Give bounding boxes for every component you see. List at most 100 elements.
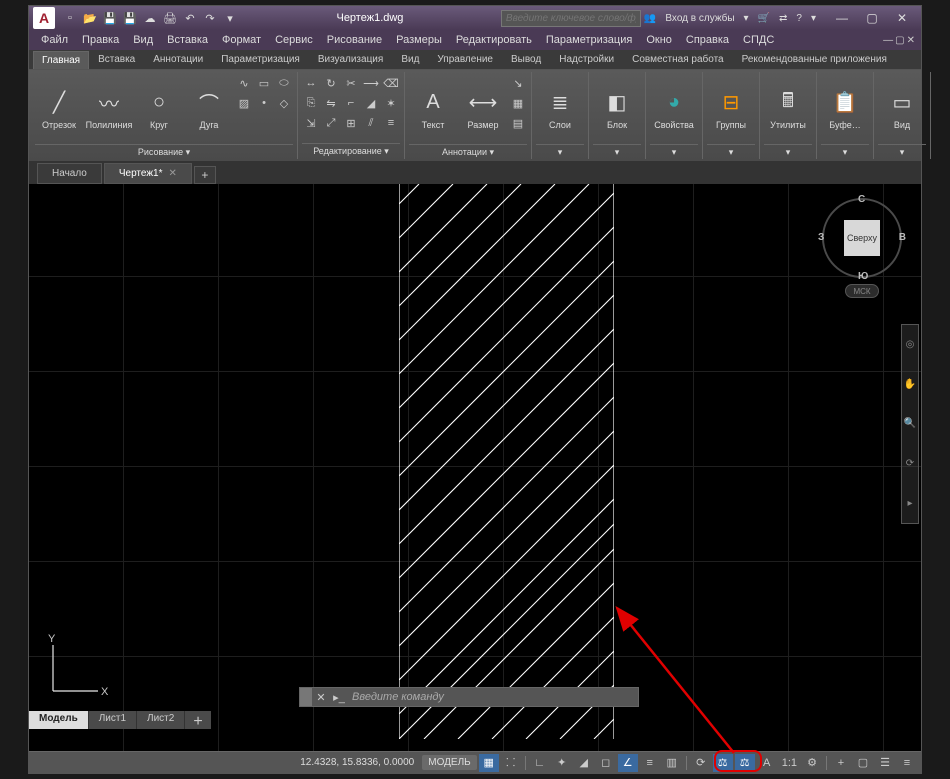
menu-format[interactable]: Формат [216, 32, 267, 48]
text-button[interactable]: AТекст [409, 74, 457, 144]
nav-wheel-icon[interactable]: ◎ [903, 338, 917, 352]
login-link[interactable]: Вход в службы [662, 13, 737, 24]
cart-icon[interactable]: 🛒 [755, 13, 773, 24]
panel-edit-title[interactable]: Редактирование ▾ [302, 143, 400, 157]
ribbon-tab-home[interactable]: Главная [33, 51, 89, 69]
sb-max-icon[interactable]: + [831, 754, 851, 772]
login-dropdown-icon[interactable]: ▾ [741, 13, 752, 24]
sb-osnap-icon[interactable]: ◻ [596, 754, 616, 772]
arc-button[interactable]: ⌒Дуга [185, 74, 233, 144]
viewcube[interactable]: Сверху С Ю В З МСК [817, 198, 907, 298]
nav-showmotion-icon[interactable]: ▸ [903, 496, 917, 510]
sb-customize-icon[interactable]: ☰ [875, 754, 895, 772]
cmd-close-icon[interactable]: ✕ [312, 691, 330, 704]
menu-dims[interactable]: Размеры [390, 32, 448, 48]
offset-icon[interactable]: ⫽ [362, 114, 380, 132]
viewcube-north[interactable]: С [858, 194, 865, 205]
panel-clip-title[interactable]: ▾ [821, 144, 869, 158]
ribbon-tab-featured[interactable]: Рекомендованные приложения [733, 50, 896, 69]
qat-open-icon[interactable]: 📂 [81, 9, 99, 27]
viewcube-west[interactable]: З [818, 232, 824, 243]
polyline-button[interactable]: 〰Полилиния [85, 74, 133, 144]
sb-scale-label[interactable]: 1:1 [779, 754, 800, 772]
viewcube-east[interactable]: В [899, 232, 906, 243]
qat-print-icon[interactable]: 🖨 [161, 9, 179, 27]
stretch-icon[interactable]: ⇲ [302, 114, 320, 132]
clip-button[interactable]: 📋Буфе… [821, 74, 869, 144]
app-logo[interactable]: A [33, 7, 55, 29]
menu-parametric[interactable]: Параметризация [540, 32, 638, 48]
ribbon-tab-anno[interactable]: Аннотации [144, 50, 212, 69]
view-button[interactable]: ▭Вид [878, 74, 926, 144]
maximize-button[interactable]: ▢ [857, 8, 887, 28]
doc-add-button[interactable]: + [194, 166, 216, 184]
menu-spds[interactable]: СПДС [737, 32, 780, 48]
viewcube-south[interactable]: Ю [858, 271, 868, 282]
point-icon[interactable]: • [255, 94, 273, 112]
sb-cycling-icon[interactable]: ⟳ [691, 754, 711, 772]
sb-trans-icon[interactable]: ▥ [662, 754, 682, 772]
share-icon[interactable]: ⇄ [776, 13, 790, 24]
layout-tab-sheet1[interactable]: Лист1 [89, 711, 137, 729]
ellipse-icon[interactable]: ⬭ [275, 74, 293, 92]
help-dropdown-icon[interactable]: ▾ [808, 13, 819, 24]
layout-tab-sheet2[interactable]: Лист2 [137, 711, 185, 729]
panel-groups-title[interactable]: ▾ [707, 144, 755, 158]
qat-saveas-icon[interactable]: 💾 [121, 9, 139, 27]
menu-modify[interactable]: Редактировать [450, 32, 538, 48]
viewcube-face-top[interactable]: Сверху [844, 220, 880, 256]
menu-insert[interactable]: Вставка [161, 32, 214, 48]
sb-iso-icon[interactable]: ◢ [574, 754, 594, 772]
ribbon-tab-insert[interactable]: Вставка [89, 50, 144, 69]
trim-icon[interactable]: ✂ [342, 74, 360, 92]
status-model-pill[interactable]: МОДЕЛЬ [422, 755, 476, 770]
extend-icon[interactable]: ⟶ [362, 74, 380, 92]
menu-edit[interactable]: Правка [76, 32, 125, 48]
qat-redo-icon[interactable]: ↷ [201, 9, 219, 27]
sb-annoscale-icon[interactable]: ⚖ [713, 754, 733, 772]
layers-button[interactable]: ≣Слои [536, 74, 584, 144]
hatch-icon[interactable]: ▨ [235, 94, 253, 112]
ribbon-tab-manage[interactable]: Управление [428, 50, 502, 69]
props-button[interactable]: ◕Свойства [650, 74, 698, 144]
panel-layers-title[interactable]: ▾ [536, 144, 584, 158]
ribbon-tab-collab[interactable]: Совместная работа [623, 50, 733, 69]
panel-block-title[interactable]: ▾ [593, 144, 641, 158]
ribbon-tab-output[interactable]: Вывод [502, 50, 550, 69]
block-button[interactable]: ◧Блок [593, 74, 641, 144]
sb-annovisibility-icon[interactable]: ⚖ [735, 754, 755, 772]
ribbon-tab-view[interactable]: Вид [392, 50, 428, 69]
ucs-label[interactable]: МСК [845, 284, 879, 298]
layout-tab-model[interactable]: Модель [29, 711, 89, 729]
table-icon[interactable]: ▦ [509, 94, 527, 112]
qat-more-icon[interactable]: ▾ [221, 9, 239, 27]
sb-grid-icon[interactable]: ▦ [479, 754, 499, 772]
menu-service[interactable]: Сервис [269, 32, 319, 48]
circle-button[interactable]: ○Круг [135, 74, 183, 144]
leader-icon[interactable]: ↘ [509, 74, 527, 92]
close-button[interactable]: ✕ [887, 8, 917, 28]
menu-draw[interactable]: Рисование [321, 32, 388, 48]
copy-icon[interactable]: ⎘ [302, 94, 320, 112]
ribbon-tab-viz[interactable]: Визуализация [309, 50, 392, 69]
align-icon[interactable]: ≡ [382, 114, 400, 132]
menu-window[interactable]: Окно [640, 32, 678, 48]
cmd-grip-icon[interactable] [300, 688, 312, 706]
sb-gear-icon[interactable]: ⚙ [802, 754, 822, 772]
menu-file[interactable]: Файл [35, 32, 74, 48]
qat-new-icon[interactable]: ▫ [61, 9, 79, 27]
command-line[interactable]: ✕ ▸_ Введите команду [299, 687, 639, 707]
doc-tab-drawing1[interactable]: Чертеж1*✕ [104, 163, 192, 184]
sb-menu-icon[interactable]: ≡ [897, 754, 917, 772]
help-icon[interactable]: ? [793, 13, 805, 24]
doc-close-icon[interactable]: ✕ [168, 168, 176, 179]
minimize-button[interactable]: — [827, 8, 857, 28]
panel-view-title[interactable]: ▾ [878, 144, 926, 158]
field-icon[interactable]: ▤ [509, 114, 527, 132]
dim-button[interactable]: ⟷Размер [459, 74, 507, 144]
canvas[interactable]: XY Сверху С Ю В З МСК ◎ ✋ 🔍 ⟳ ▸ ✕ ▸_ Вве… [29, 184, 921, 751]
doc-tab-start[interactable]: Начало [37, 163, 102, 184]
nav-zoom-icon[interactable]: 🔍 [903, 417, 917, 431]
explode-icon[interactable]: ✶ [382, 94, 400, 112]
qat-undo-icon[interactable]: ↶ [181, 9, 199, 27]
